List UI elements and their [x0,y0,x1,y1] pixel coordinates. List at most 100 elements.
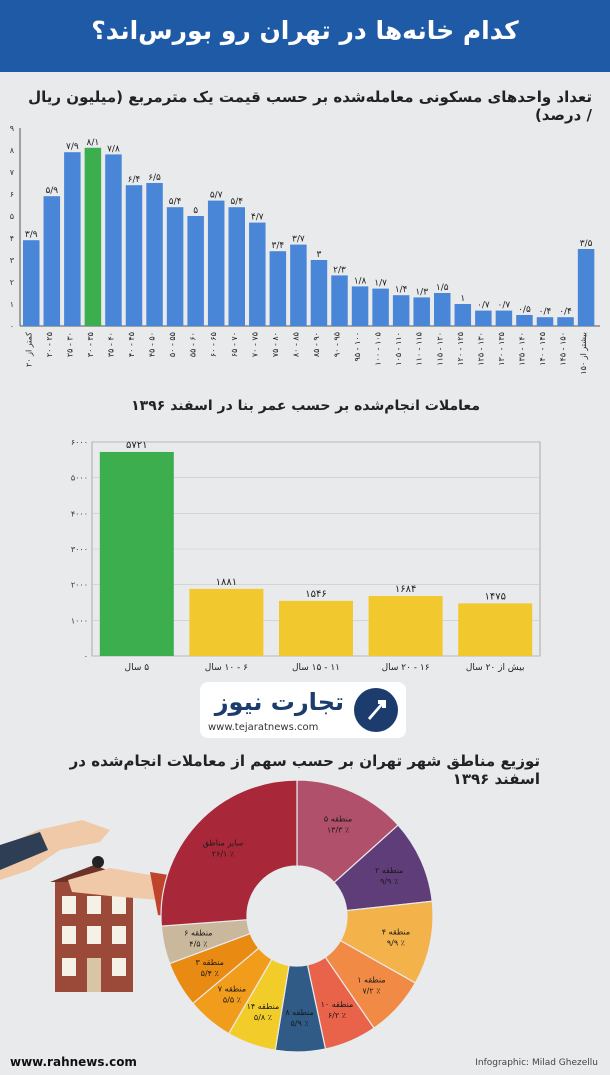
bar-value-label: ۵۷۲۱ [126,440,147,451]
bar [269,251,287,326]
slice-value-label: ٪ ۵/۸ [254,1013,272,1022]
y-tick-label: ۵۰۰۰ [71,474,88,483]
x-tick-label: ۱۱۵ - ۱۲۰ [435,332,444,366]
slice-value-label: ٪ ۹/۹ [387,938,405,947]
x-tick-label: ۵ سال [125,663,150,673]
bar-value-label: ۴/۷ [251,213,264,223]
bar-value-label: ۶/۵ [148,173,161,183]
bar [310,260,328,326]
bar-value-label: ۱/۷ [374,279,387,289]
logo-arrow-icon [354,688,398,732]
x-tick-label: کمتر از ۲۰ [24,332,33,367]
bar-value-label: ۳ [317,250,322,260]
slice-name-label: منطقه ۱ [357,975,385,984]
slice-name-label: منطقه ۱۴ [247,1002,280,1011]
x-tick-label: ۴۰ - ۴۵ [127,332,136,357]
logo-url: www.tejaratnews.com [208,722,319,733]
bar [84,147,102,326]
bar-value-label: ۵ [193,206,198,216]
y-tick-label: ۲ [10,278,14,287]
slice-value-label: ٪ ۵/۹ [290,1019,308,1028]
slice-value-label: ٪ ۱۳/۳ [327,826,349,835]
x-tick-label: ۴۵ - ۵۰ [148,332,157,357]
x-tick-label: ۱۱۰ - ۱۱۵ [415,332,424,366]
bar [495,310,513,326]
y-tick-label: ۶۰۰۰ [71,438,88,447]
x-tick-label: ۳۵ - ۴۰ [106,332,115,357]
bar [368,595,443,656]
bar [125,185,143,326]
y-tick-label: ۴ [10,234,14,243]
bar [64,152,81,326]
slice-name-label: منطقه ۳ [196,958,224,967]
bar [331,275,348,326]
bar-value-label: ۶/۴ [128,175,141,185]
y-tick-label: ۰ [84,652,88,661]
district-share-donut-chart: منطقه ۵ ٪ ۱۳/۳ منطقه ۲ ٪ ۹/۹ منطقه ۴ ٪ ۹/۹ منط… [0,780,434,1053]
slice-value-label: ٪ ۵/۵ [223,995,241,1004]
bar [189,588,264,656]
x-tick-label: ۱۴۵ - ۱۵۰ [559,332,568,366]
bar [392,295,410,326]
tejarat-news-logo: تجارت نیوز www.tejaratnews.com [200,682,406,738]
bar-value-label: ۰/۷ [498,301,511,311]
bar [166,207,184,326]
infographic-credit: Infographic: Milad Ghezellu [475,1058,598,1068]
bar [43,196,61,326]
bar-value-label: ۵/۷ [210,191,223,201]
slice-name-label: منطقه ۸ [285,1008,313,1017]
bar [557,317,574,326]
bar-value-label: ۱۵۴۶ [305,589,326,600]
bar [351,286,369,326]
bar-value-label: ۳/۷ [292,235,305,245]
bar-value-label: ۵/۴ [230,197,243,207]
bar [372,288,389,326]
x-tick-label: ۱۰۰ - ۱۰۵ [374,332,383,366]
page-title: کدام خانه‌ها در تهران رو بورس‌اند؟ [91,16,519,45]
bar [516,315,533,326]
slice-name-label: منطقه ۶ [184,929,212,938]
x-tick-label: ۱۲۵ - ۱۳۰ [476,332,485,366]
bar-value-label: ۷/۸ [107,144,120,154]
x-tick-label: ۶۰ - ۶۵ [209,332,218,357]
y-tick-label: ۳ [10,256,15,265]
bar [99,451,174,656]
slice-value-label: ٪ ۴/۵ [189,940,207,949]
x-tick-label: ۱۳۵ - ۱۴۰ [517,332,526,366]
bar [290,244,307,326]
x-tick-label: ۱۱ - ۱۵ سال [292,663,340,673]
key-handover-illustration [0,820,205,992]
bar [187,216,204,326]
donut-slice [160,780,298,927]
x-tick-label: ۵۵ - ۶۰ [189,332,198,357]
bar-value-label: ۱/۵ [436,283,449,293]
bar-value-label: ۱/۸ [354,276,367,286]
bar-value-label: ۵/۴ [169,197,182,207]
bar [434,293,451,326]
x-tick-label: ۱۰۵ - ۱۱۰ [394,332,403,366]
slice-value-label: ٪ ۹/۹ [380,877,398,886]
bar [23,240,40,326]
bar-value-label: ۸/۱ [87,138,100,148]
y-tick-label: ۱۰۰۰ [71,616,88,625]
slice-value-label: ٪ ۷/۲ [362,986,380,995]
slice-value-label: ٪ ۵/۴ [201,969,219,978]
y-tick-label: ۱ [10,300,14,309]
bar-value-label: ۰/۷ [477,301,490,311]
y-tick-label: ۵ [10,212,14,221]
bar-value-label: ۱۴۷۵ [484,591,505,602]
x-tick-label: بیشتر از ۱۵۰ [579,332,588,375]
building-age-bar-chart: ۰ ۱۰۰۰ ۲۰۰۰ ۳۰۰۰ ۴۰۰۰ ۵۰۰۰ ۶۰۰۰ ۵۷۲۱ ۵ سال ۱۸۸۱ ۶ … [71,438,541,673]
bar [207,200,225,326]
bar [413,297,430,326]
bar [458,603,533,656]
x-tick-label: ۱۳۰ - ۱۳۵ [497,332,506,366]
x-tick-label: ۱۶ - ۲۰ سال [382,663,430,673]
y-tick-label: ۰ [10,322,14,331]
x-tick-label: ۹۵ - ۱۰۰ [353,332,362,361]
y-tick-label: ۹ [10,124,14,133]
bar [228,207,245,326]
x-tick-label: ۶ - ۱۰ سال [205,663,248,673]
x-tick-label: ۷۵ - ۸۰ [271,332,280,357]
slice-name-label: منطقه ۲ [375,866,403,875]
